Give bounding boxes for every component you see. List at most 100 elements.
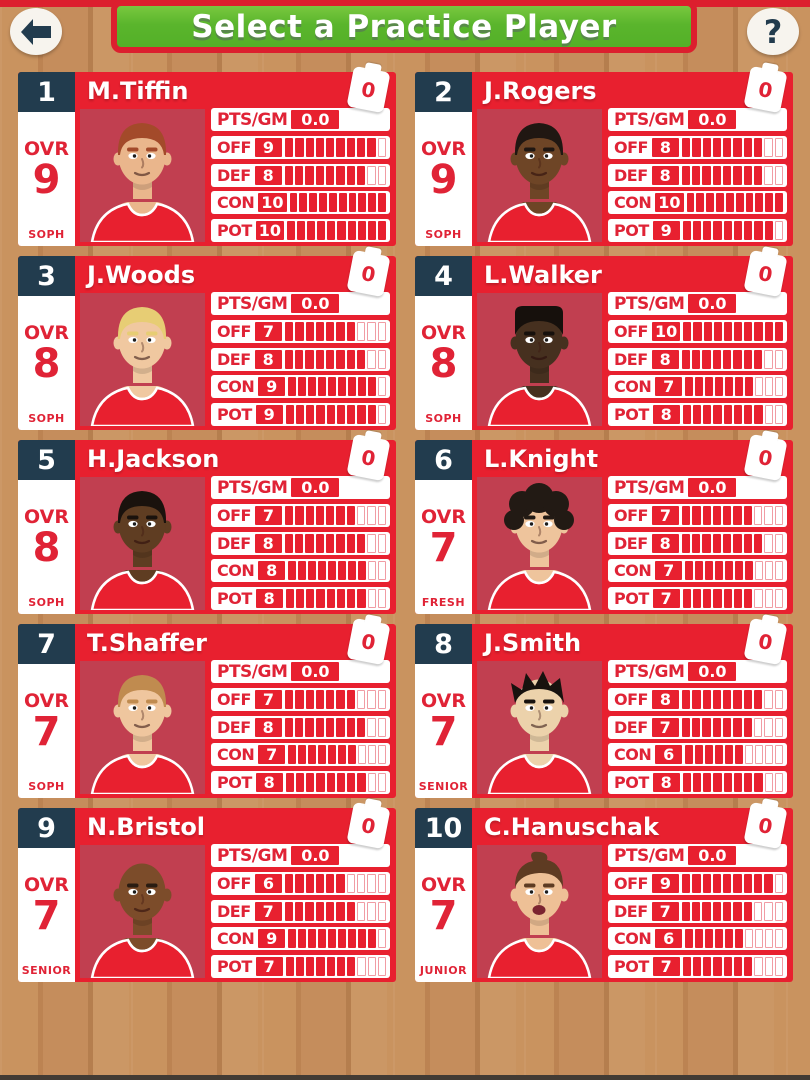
gauge-cell (357, 589, 366, 608)
gauge-cell (285, 405, 294, 424)
gauge-cell (295, 589, 305, 608)
player-card[interactable]: 2 OVR 9 SOPH J.Rogers 0 PTS (415, 61, 793, 246)
gauge-cell (367, 689, 376, 709)
gauge-cell (754, 957, 763, 976)
gauge-cell (367, 717, 376, 737)
stat-row-ptsgm: PTS/GM 0.0 (608, 660, 787, 683)
gauge-cell (775, 561, 784, 581)
ptsgm-label: PTS/GM (217, 109, 288, 130)
gauge-cell (368, 561, 377, 581)
player-card[interactable]: 1 OVR 9 SOPH M.Tiffin 0 PTS (18, 61, 396, 246)
gauge-cell (328, 561, 337, 581)
gauge-cell (326, 405, 335, 424)
pot-gauge (682, 957, 783, 976)
ptsgm-label: PTS/GM (614, 293, 685, 314)
gauge-cell (745, 745, 754, 765)
gauge-cell (298, 377, 307, 397)
player-card[interactable]: 3 OVR 8 SOPH J.Woods 0 PTS/ (18, 245, 396, 430)
gauge-cell (326, 505, 335, 525)
player-avatar (477, 109, 602, 242)
gauge-cell (295, 957, 305, 976)
player-card[interactable]: 8 OVR 7 SENIOR J.Smith 0 PT (415, 613, 793, 798)
gauge-cell (315, 901, 325, 921)
gauge-cell (712, 533, 722, 553)
gauge-cell (681, 137, 691, 157)
stat-row-pot: POT 8 (211, 771, 390, 794)
gauge-cell (692, 773, 702, 792)
gauge-cell (733, 717, 742, 737)
gauge-cell (357, 717, 366, 737)
stat-row-con: CON 7 (608, 375, 787, 399)
ovr-value: 8 (32, 340, 61, 387)
gauge-cell (723, 689, 732, 709)
gauge-cell (295, 689, 304, 709)
gauge-cell (377, 957, 386, 976)
ovr-label: OVR (24, 321, 69, 344)
gauge-cell (315, 505, 325, 525)
con-gauge (685, 377, 784, 397)
gauge-cell (733, 689, 742, 709)
gauge-cell (346, 137, 356, 157)
gauge-cell (305, 349, 314, 369)
gauge-cell (692, 873, 701, 893)
gauge-cell (682, 957, 691, 976)
ovr-value: 7 (429, 708, 458, 755)
gauge-cell (764, 137, 773, 157)
gauge-cell (289, 193, 298, 213)
gauge-cell (691, 717, 701, 737)
gauge-cell (705, 929, 714, 949)
ovr-label: OVR (421, 505, 466, 528)
gauge-cell (284, 137, 294, 157)
pot-gauge (285, 405, 386, 424)
gauge-cell (733, 137, 742, 157)
gauge-cell (315, 689, 325, 709)
def-gauge (284, 717, 387, 737)
player-card[interactable]: 9 OVR 7 SENIOR N.Bristol 0 (18, 797, 396, 982)
gauge-cell (685, 929, 694, 949)
gauge-cell (681, 533, 690, 553)
clipboard-clip (760, 245, 779, 258)
stat-row-def: DEF 8 (211, 347, 390, 371)
gauge-cell (775, 929, 784, 949)
gauge-cell (316, 957, 325, 976)
gauge-cell (327, 221, 336, 240)
stat-row-con: CON 9 (211, 375, 390, 399)
player-card[interactable]: 10 OVR 7 JUNIOR C.Hanuschak 0 (415, 797, 793, 982)
back-button[interactable] (10, 8, 62, 55)
stat-row-ptsgm: PTS/GM 0.0 (211, 476, 390, 499)
page-title: Select a Practice Player (191, 8, 617, 45)
player-overall-panel: OVR 7 FRESH (415, 480, 472, 614)
gauge-cell (377, 405, 386, 424)
gauge-cell (735, 193, 744, 213)
class-year-label: SOPH (28, 780, 65, 793)
gauge-cell (346, 689, 356, 709)
gauge-cell (326, 533, 335, 553)
player-stats-panel: PTS/GM 0.0 OFF 7 DEF 8 CON 7 POT 8 (211, 660, 390, 794)
ovr-label: OVR (421, 321, 466, 344)
gauge-cell (764, 901, 773, 921)
gauge-cell (377, 505, 386, 525)
player-card[interactable]: 5 OVR 8 SOPH H.Jackson 0 PT (18, 429, 396, 614)
player-card[interactable]: 6 OVR 7 FRESH L.Knight 0 PT (415, 429, 793, 614)
player-avatar (80, 109, 205, 242)
gauge-cell (754, 221, 763, 240)
gauge-cell (775, 193, 783, 213)
gauge-cell (288, 745, 297, 765)
stat-row-pot: POT 9 (608, 219, 787, 242)
gauge-cell (692, 405, 702, 424)
gauge-cell (295, 137, 304, 157)
player-card[interactable]: 4 OVR 8 SOPH L.Walker 0 PTS (415, 245, 793, 430)
help-button[interactable]: ? (747, 8, 799, 55)
pot-gauge (682, 221, 783, 240)
stat-row-def: DEF 7 (211, 899, 390, 923)
gauge-cell (733, 589, 743, 608)
gauge-cell (347, 221, 356, 240)
gauge-cell (703, 773, 712, 792)
player-overall-panel: OVR 7 SENIOR (18, 848, 75, 982)
gauge-cell (713, 221, 722, 240)
player-card[interactable]: 7 OVR 7 SOPH T.Shaffer 0 PT (18, 613, 396, 798)
gauge-cell (733, 349, 742, 369)
player-grid: 1 OVR 9 SOPH M.Tiffin 0 PTS (18, 61, 793, 982)
gauge-cell (754, 405, 763, 424)
stat-row-def: DEF 7 (608, 715, 787, 739)
